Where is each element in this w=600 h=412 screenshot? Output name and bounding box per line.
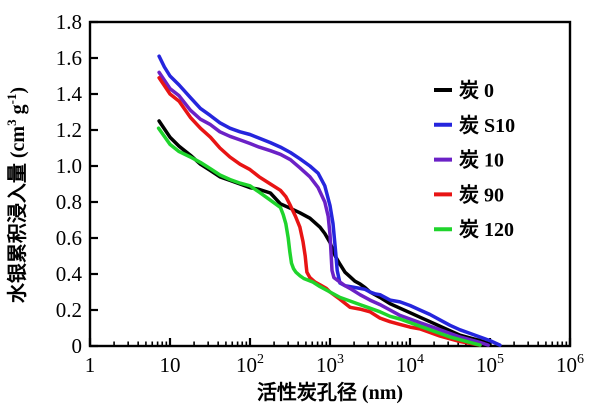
- x-tick-label: 104: [396, 352, 424, 377]
- series-lines: [156, 54, 502, 347]
- series-line-1: [157, 54, 502, 347]
- x-axis-title: 活性炭孔径 (nm): [257, 380, 403, 404]
- y-tick-label: 0: [72, 334, 83, 358]
- y-tick-label: 0.2: [56, 298, 82, 322]
- y-tick-label: 0.8: [56, 190, 82, 214]
- axis-titles: 活性炭孔径 (nm) 水银累积浸入量 (cm3 g-1): [4, 87, 403, 404]
- legend-item: 炭 S10: [434, 114, 515, 137]
- x-tick-label: 1: [85, 353, 96, 377]
- series-line-3: [157, 76, 482, 347]
- legend-item: 炭 10: [434, 149, 504, 172]
- y-tick-label: 1.0: [56, 154, 82, 178]
- legend: 炭 0 炭 S10 炭 10 炭 90 炭 120: [434, 79, 515, 241]
- y-tick-label: 1.6: [56, 46, 82, 70]
- x-tick-label: 103: [316, 352, 344, 377]
- x-tick-label: 10: [160, 353, 181, 377]
- y-axis: 0 0.2 0.4 0.6 0.8 1.0 1.2 1.4 1.6 1.8: [56, 10, 98, 358]
- legend-label: 炭 10: [459, 149, 504, 172]
- x-tick-label: 106: [556, 352, 584, 377]
- series-line-2: [157, 70, 490, 347]
- series-line-4: [156, 126, 482, 347]
- y-tick-label: 1.4: [56, 82, 83, 106]
- legend-item: 炭 0: [434, 79, 494, 102]
- legend-label: 炭 120: [459, 218, 514, 241]
- legend-item: 炭 90: [434, 183, 504, 206]
- legend-label: 炭 0: [459, 79, 494, 102]
- y-tick-label: 1.8: [56, 10, 82, 34]
- series-line-0: [157, 119, 492, 346]
- y-axis-title: 水银累积浸入量 (cm3 g-1): [4, 87, 29, 303]
- y-tick-label: 1.2: [56, 118, 82, 142]
- legend-item: 炭 120: [434, 218, 514, 241]
- x-tick-label: 105: [476, 352, 504, 377]
- y-tick-label: 0.6: [56, 226, 82, 250]
- x-tick-label: 102: [236, 352, 264, 377]
- legend-label: 炭 S10: [459, 114, 515, 137]
- y-tick-label: 0.4: [56, 262, 83, 286]
- x-axis: 1 10 102 103 104 105 106: [85, 338, 584, 377]
- legend-label: 炭 90: [459, 183, 504, 206]
